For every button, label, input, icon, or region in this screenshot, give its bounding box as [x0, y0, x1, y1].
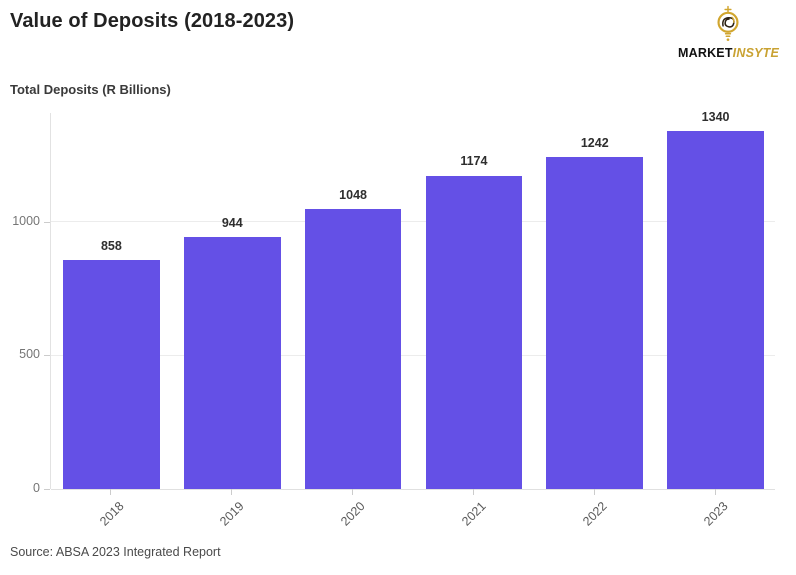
y-tick-label-0: 0	[33, 481, 40, 495]
brand-logo: MARKETINSYTE	[678, 5, 780, 60]
gridline-1000	[51, 221, 775, 223]
x-tick-label-text: 2021	[459, 499, 489, 529]
x-tick-mark-2021	[472, 489, 474, 495]
bar-2021	[425, 175, 523, 489]
brand-name: MARKETINSYTE	[678, 46, 780, 60]
y-tick-mark-1000	[44, 221, 50, 223]
page-title: Value of Deposits (2018-2023)	[10, 10, 295, 32]
y-tick-mark-0	[44, 489, 50, 490]
bar-value-2019: 944	[221, 215, 243, 230]
bar-chart: 858 944 1048 1174 1242 1340 0 500 1000 2018 2019…	[0, 110, 796, 543]
brand-name-secondary: INSYTE	[732, 46, 780, 60]
bar-2019	[183, 236, 281, 489]
source-note: Source: ABSA 2023 Integrated Report	[10, 545, 221, 559]
gridline-500	[51, 354, 775, 356]
bar-value-2021: 1174	[460, 154, 488, 169]
x-tick-mark-2023	[714, 489, 716, 495]
bar-value-2022: 1242	[580, 136, 609, 151]
brand-name-primary: MARKET	[678, 46, 733, 60]
x-tick-mark-2018	[110, 489, 112, 495]
x-tick-label-text: 2019	[217, 499, 248, 529]
x-tick-mark-2020	[352, 489, 354, 495]
bar-value-2023: 1340	[701, 110, 730, 125]
y-tick-label-500: 500	[19, 347, 40, 362]
x-tick-label-text: 2020	[338, 499, 368, 529]
y-tick-mark-500	[44, 355, 50, 357]
bar-value-2018: 858	[100, 238, 122, 253]
bar-2023	[667, 131, 764, 489]
plot-area: 858 944 1048 1174 1242 1340	[50, 110, 775, 490]
x-tick-label-text: 2018	[96, 499, 127, 529]
bar-2022	[546, 157, 644, 489]
bar-2020	[304, 209, 402, 489]
bar-2018	[63, 259, 160, 489]
x-tick-label-text: 2023	[700, 499, 731, 529]
bar-value-2020: 1048	[339, 188, 367, 203]
chart-subtitle: Total Deposits (R Billions)	[10, 82, 171, 97]
gridline-0	[51, 488, 775, 490]
x-tick-label-text: 2022	[580, 499, 610, 529]
y-tick-label-1000: 1000	[12, 213, 40, 228]
x-tick-mark-2022	[593, 489, 595, 495]
lightbulb-icon	[717, 5, 739, 42]
x-tick-mark-2019	[231, 489, 233, 495]
